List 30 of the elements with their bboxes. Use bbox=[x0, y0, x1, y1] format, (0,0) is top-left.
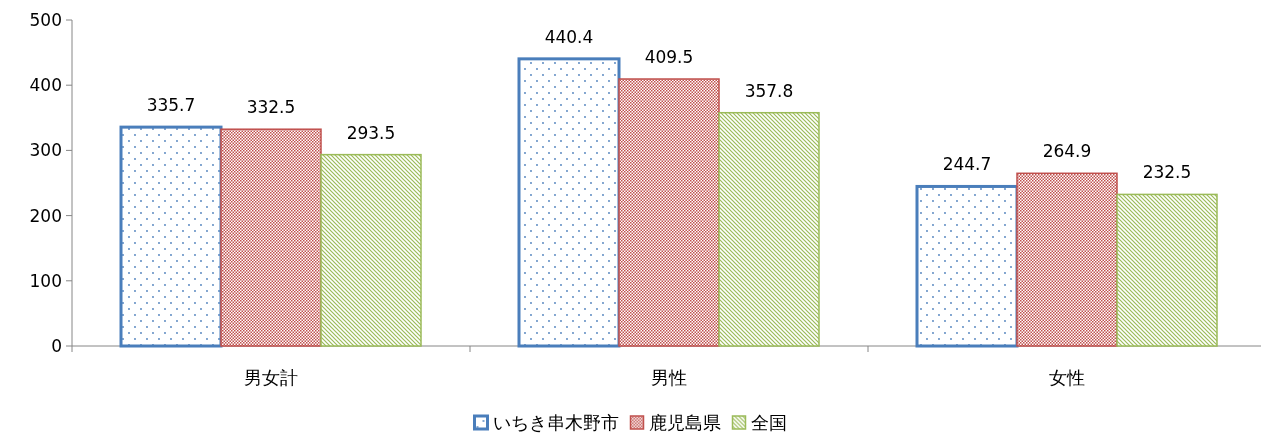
legend-label: 鹿児島県 bbox=[648, 412, 721, 433]
y-tick-label: 100 bbox=[29, 270, 62, 291]
data-label: 409.5 bbox=[644, 47, 694, 68]
bar bbox=[220, 128, 322, 347]
data-label: 332.5 bbox=[246, 97, 296, 118]
bar bbox=[1016, 172, 1118, 347]
bar bbox=[517, 57, 621, 348]
x-tick-label: 女性 bbox=[1049, 367, 1085, 388]
bar bbox=[119, 125, 223, 348]
x-tick-label: 男女計 bbox=[244, 367, 298, 388]
data-label: 232.5 bbox=[1142, 162, 1192, 183]
y-tick-label: 200 bbox=[29, 205, 62, 226]
data-label: 440.4 bbox=[544, 26, 594, 47]
bar bbox=[618, 78, 720, 347]
y-tick-label: 400 bbox=[29, 75, 62, 96]
bar bbox=[320, 153, 422, 347]
data-label: 264.9 bbox=[1042, 141, 1092, 162]
legend-label: 全国 bbox=[750, 412, 787, 433]
legend-label: いちき串木野市 bbox=[492, 412, 619, 433]
x-tick-label: 男性 bbox=[651, 367, 687, 388]
bar bbox=[718, 111, 820, 347]
data-label: 335.7 bbox=[146, 95, 196, 116]
bar bbox=[915, 184, 1019, 348]
data-label: 293.5 bbox=[346, 122, 396, 143]
y-tick-label: 0 bbox=[51, 336, 62, 356]
data-label: 357.8 bbox=[744, 80, 794, 101]
data-label: 244.7 bbox=[942, 154, 992, 175]
bar bbox=[1116, 193, 1218, 347]
y-tick-label: 300 bbox=[29, 140, 62, 161]
y-tick-label: 500 bbox=[29, 10, 62, 30]
